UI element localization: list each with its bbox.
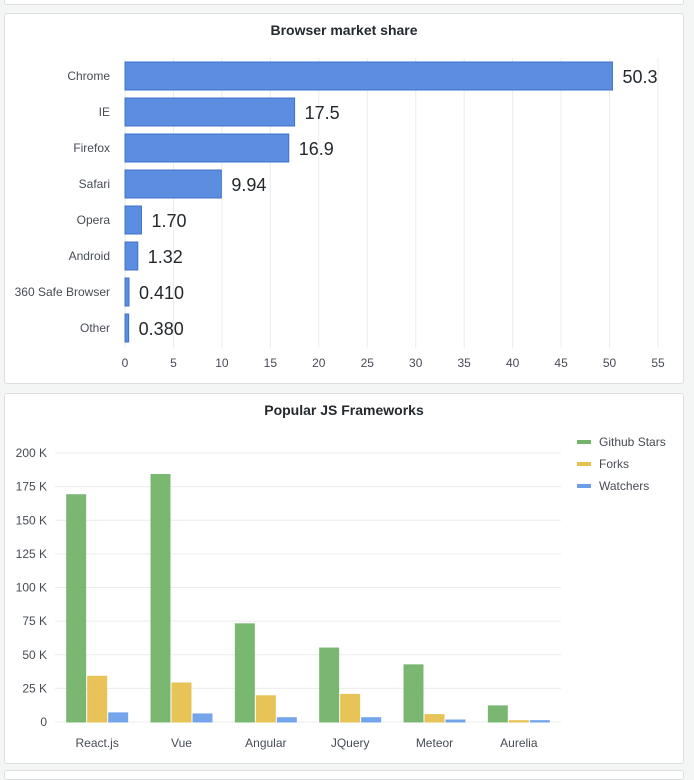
bar <box>124 277 130 307</box>
bar <box>276 717 297 723</box>
category-label: Other <box>80 321 110 335</box>
bar <box>124 241 139 271</box>
bar <box>66 494 87 723</box>
x-tick-label: 15 <box>264 356 278 370</box>
category-label: Chrome <box>67 69 110 83</box>
x-tick-label: 25 <box>361 356 375 370</box>
bar <box>124 313 130 343</box>
category-label: Opera <box>77 213 111 227</box>
bar <box>424 714 445 723</box>
value-label: 50.3 <box>622 67 657 87</box>
x-tick-label: Vue <box>171 736 192 750</box>
bar <box>124 205 142 235</box>
x-tick-label: React.js <box>75 736 118 750</box>
category-label: 360 Safe Browser <box>15 285 110 299</box>
x-tick-label: Angular <box>245 736 286 750</box>
bar <box>445 719 466 723</box>
x-tick-label: Aurelia <box>500 736 538 750</box>
value-label: 9.94 <box>231 175 266 195</box>
category-label: Android <box>69 249 110 263</box>
x-tick-label: Meteor <box>416 736 453 750</box>
value-label: 16.9 <box>299 139 334 159</box>
bar <box>108 712 129 723</box>
x-tick-label: 55 <box>651 356 665 370</box>
x-tick-label: 50 <box>603 356 617 370</box>
panel-title: Popular JS Frameworks <box>264 402 424 418</box>
bar <box>340 693 361 723</box>
y-tick-label: 50 K <box>22 648 47 662</box>
category-label: IE <box>99 105 110 119</box>
js-frameworks-chart: 0 25 K 50 K 75 K 100 K 125 K 150 K 175 K 200 K Re… <box>16 435 666 750</box>
x-tick-label: 5 <box>170 356 177 370</box>
x-tick-label: 0 <box>122 356 129 370</box>
x-tick-label: 35 <box>458 356 472 370</box>
bar <box>124 169 222 199</box>
x-tick-label: 40 <box>506 356 520 370</box>
y-tick-label: 100 K <box>16 581 47 595</box>
value-label: 1.32 <box>148 247 183 267</box>
value-label: 17.5 <box>305 103 340 123</box>
legend-label: Watchers <box>599 479 649 493</box>
bar <box>508 720 529 723</box>
bar <box>87 675 108 723</box>
legend-label: Github Stars <box>599 435 666 449</box>
x-tick-label: 45 <box>554 356 568 370</box>
previous-panel-edge <box>4 0 684 5</box>
legend-swatch <box>577 484 591 488</box>
legend-swatch <box>577 440 591 444</box>
y-tick-label: 0 <box>40 715 47 729</box>
x-tick-label: 10 <box>215 356 229 370</box>
bar <box>487 705 508 723</box>
legend-swatch <box>577 462 591 466</box>
browser-market-share-chart: 0 5 10 15 20 25 30 35 40 45 50 55 Chrome 50.3 IE 17.5 Fi… <box>15 58 665 370</box>
legend-label: Forks <box>599 457 629 471</box>
bar <box>150 474 171 723</box>
bar <box>255 695 276 723</box>
bar <box>124 61 613 91</box>
bar <box>403 664 424 723</box>
category-label: Safari <box>79 177 110 191</box>
value-label: 1.70 <box>151 211 186 231</box>
bar <box>192 713 213 723</box>
y-tick-label: 25 K <box>22 681 47 695</box>
browser-market-share-panel: Browser market share 0 5 10 15 20 25 30 35 40 45 5… <box>4 13 684 384</box>
js-frameworks-panel: Popular JS Frameworks 0 25 K 50 K 75 K 100 K… <box>4 393 684 764</box>
y-tick-label: 175 K <box>16 480 47 494</box>
value-label: 0.380 <box>139 319 184 339</box>
panel-title: Browser market share <box>270 22 418 38</box>
y-tick-label: 200 K <box>16 446 47 460</box>
bar <box>124 133 290 163</box>
bar <box>124 97 296 127</box>
y-tick-label: 150 K <box>16 513 47 527</box>
x-tick-label: 30 <box>409 356 423 370</box>
value-label: 0.410 <box>139 283 184 303</box>
x-tick-label: JQuery <box>331 736 370 750</box>
bar <box>234 623 255 723</box>
y-tick-label: 75 K <box>22 614 47 628</box>
bar <box>171 682 192 723</box>
x-tick-label: 20 <box>312 356 326 370</box>
next-panel-edge <box>4 770 684 780</box>
y-tick-label: 125 K <box>16 547 47 561</box>
bar <box>361 717 382 723</box>
bar <box>319 647 340 723</box>
bar <box>529 720 550 723</box>
category-label: Firefox <box>73 141 110 155</box>
